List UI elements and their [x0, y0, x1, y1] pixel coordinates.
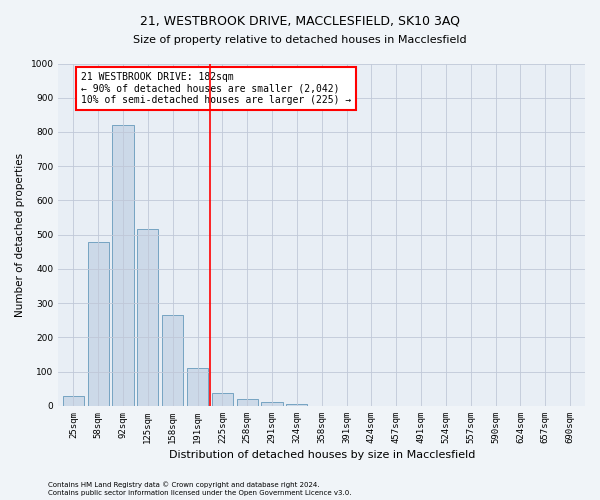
Text: Contains HM Land Registry data © Crown copyright and database right 2024.: Contains HM Land Registry data © Crown c… — [48, 482, 320, 488]
X-axis label: Distribution of detached houses by size in Macclesfield: Distribution of detached houses by size … — [169, 450, 475, 460]
Bar — [286, 404, 307, 406]
Text: Size of property relative to detached houses in Macclesfield: Size of property relative to detached ho… — [133, 35, 467, 45]
Text: Contains public sector information licensed under the Open Government Licence v3: Contains public sector information licen… — [48, 490, 352, 496]
Bar — [162, 315, 183, 406]
Bar — [137, 228, 158, 406]
Bar — [212, 393, 233, 406]
Bar — [236, 399, 258, 406]
Bar — [262, 402, 283, 406]
Bar — [88, 242, 109, 406]
Bar — [112, 125, 134, 406]
Text: 21 WESTBROOK DRIVE: 182sqm
← 90% of detached houses are smaller (2,042)
10% of s: 21 WESTBROOK DRIVE: 182sqm ← 90% of deta… — [81, 72, 351, 106]
Text: 21, WESTBROOK DRIVE, MACCLESFIELD, SK10 3AQ: 21, WESTBROOK DRIVE, MACCLESFIELD, SK10 … — [140, 15, 460, 28]
Y-axis label: Number of detached properties: Number of detached properties — [15, 152, 25, 317]
Bar — [187, 368, 208, 406]
Bar — [63, 396, 84, 406]
